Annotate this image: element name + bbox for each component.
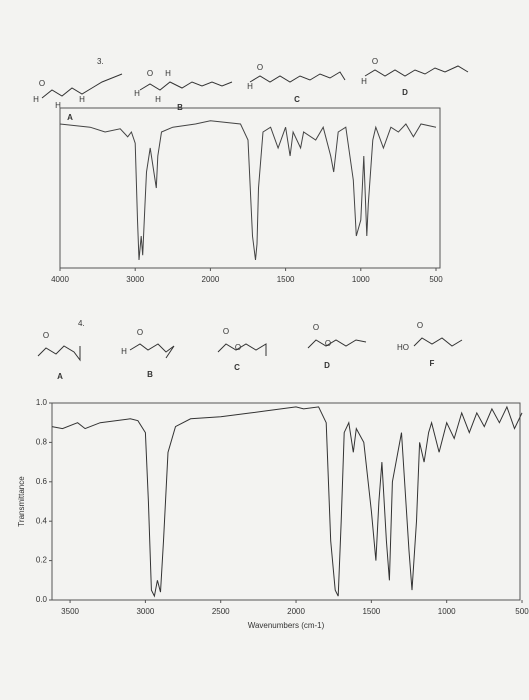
compound-label: D [402, 88, 408, 97]
compound-label: D [324, 361, 330, 370]
x-tick-label: 1500 [362, 607, 380, 616]
atom: O [325, 339, 331, 348]
x-tick-label: 3000 [136, 607, 154, 616]
atom: O [147, 69, 153, 78]
x-tick-label: 1000 [352, 275, 370, 284]
x-tick-label: 2000 [287, 607, 305, 616]
atom: O [257, 63, 263, 72]
plot-frame [59, 107, 441, 269]
x-tick-label: 2000 [202, 275, 220, 284]
atom: O [137, 328, 143, 337]
spectrum-line [51, 405, 523, 598]
atom: H [165, 69, 171, 78]
x-tick-label: 500 [429, 275, 443, 284]
atom: H [79, 95, 85, 104]
structure [129, 343, 175, 359]
y-tick-label: 0.8 [36, 438, 48, 447]
atom: O [313, 323, 319, 332]
structure [413, 337, 463, 347]
atom: H [247, 82, 253, 91]
y-axis-label: Transmittance [17, 476, 26, 527]
y-tick-label: 1.0 [36, 398, 48, 407]
atom: H [33, 95, 39, 104]
plot-frame [51, 402, 521, 601]
atom: O [235, 343, 241, 352]
atom: H [55, 101, 61, 110]
atom: H [121, 347, 127, 356]
atom: O [43, 331, 49, 340]
structure [364, 65, 469, 77]
y-tick-label: 0.4 [36, 516, 48, 525]
compound-label: F [430, 359, 435, 368]
atom: H [155, 95, 161, 104]
x-tick-label: 4000 [51, 275, 69, 284]
spectrum-line [59, 120, 437, 261]
structure [139, 81, 233, 91]
compound-label: C [234, 363, 240, 372]
compound-label: C [294, 95, 300, 104]
compound-label: A [57, 372, 63, 381]
y-tick-label: 0.0 [36, 595, 48, 604]
atom: O [372, 57, 378, 66]
x-tick-label: 2500 [212, 607, 230, 616]
x-axis-label: Wavenumbers (cm-1) [248, 621, 325, 630]
atom: O [417, 321, 423, 330]
atom: H [134, 89, 140, 98]
structure [307, 339, 367, 349]
structure [217, 343, 267, 356]
problem-number: 4. [78, 319, 85, 328]
atom: H [361, 77, 367, 86]
x-tick-label: 500 [515, 607, 529, 616]
x-tick-label: 1000 [438, 607, 456, 616]
compound-label: B [147, 370, 153, 379]
y-tick-label: 0.6 [36, 477, 48, 486]
x-tick-label: 3000 [126, 275, 144, 284]
structure [37, 345, 81, 362]
x-tick-label: 3500 [61, 607, 79, 616]
atom: O [223, 327, 229, 336]
atom: HO [397, 343, 409, 352]
atom: O [39, 79, 45, 88]
problem-number: 3. [97, 57, 104, 66]
structure [249, 71, 346, 83]
structure [41, 73, 123, 99]
compound-label: A [67, 113, 73, 122]
x-tick-label: 1500 [277, 275, 295, 284]
y-tick-label: 0.2 [36, 556, 48, 565]
